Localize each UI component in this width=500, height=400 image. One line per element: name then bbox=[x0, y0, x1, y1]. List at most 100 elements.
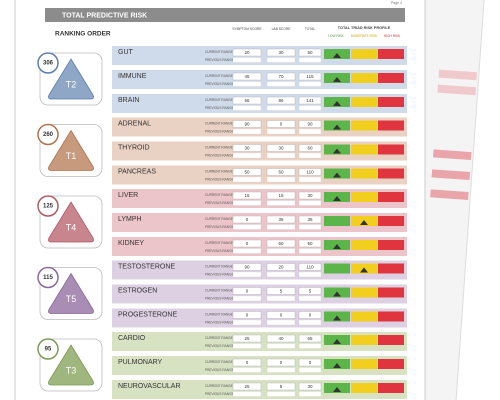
symptom-score: 0 bbox=[246, 241, 249, 246]
score-box bbox=[266, 287, 296, 295]
risk-segment bbox=[351, 120, 377, 131]
score-box bbox=[266, 72, 296, 81]
risk-marker bbox=[333, 387, 341, 392]
row-name: BRAIN bbox=[118, 97, 139, 104]
risk-segment bbox=[378, 49, 404, 59]
score-box bbox=[298, 215, 322, 224]
previous-box bbox=[298, 224, 322, 230]
previous-range-label: PREVIOUS RANGE bbox=[205, 201, 234, 205]
previous-range-label: PREVIOUS RANGE bbox=[205, 296, 234, 300]
row-name: IMMUNE bbox=[118, 73, 147, 80]
total-score: 30 bbox=[307, 193, 313, 198]
symptom-score: 30 bbox=[244, 145, 250, 150]
score-box bbox=[232, 358, 262, 367]
risk-marker bbox=[333, 339, 341, 344]
lab-score: 0 bbox=[280, 121, 283, 126]
risk-segment bbox=[324, 216, 350, 226]
previous-box bbox=[266, 128, 296, 135]
triad-score: 260 bbox=[43, 132, 54, 138]
previous-box bbox=[298, 128, 322, 135]
previous-range-label: PREVIOUS RANGE bbox=[205, 177, 234, 181]
col-lab: LAB SCORE bbox=[272, 27, 292, 31]
score-box bbox=[298, 48, 322, 57]
col-symptom: SYMPTOM SCORE bbox=[232, 27, 262, 31]
back-bar bbox=[432, 149, 472, 161]
score-box bbox=[232, 48, 262, 57]
previous-range-label: PREVIOUS RANGE bbox=[205, 392, 234, 396]
previous-box bbox=[298, 248, 322, 254]
current-range-label: CURRENT RANGE bbox=[205, 74, 233, 78]
previous-box bbox=[266, 271, 296, 278]
risk-segment bbox=[351, 383, 377, 393]
total-score: 30 bbox=[307, 384, 313, 389]
risk-segment bbox=[378, 97, 404, 107]
risk-segment bbox=[351, 359, 377, 369]
risk-segment bbox=[351, 168, 377, 179]
previous-box bbox=[232, 343, 262, 349]
lab-score: 60 bbox=[278, 169, 284, 174]
previous-box bbox=[232, 271, 262, 278]
risk-segment bbox=[351, 335, 377, 345]
risk-marker bbox=[333, 244, 341, 249]
previous-box bbox=[266, 319, 296, 326]
current-range-label: CURRENT RANGE bbox=[205, 360, 233, 364]
previous-box bbox=[232, 367, 262, 373]
total-score: 65 bbox=[307, 336, 313, 341]
triad-score: 306 bbox=[43, 61, 54, 67]
previous-box bbox=[266, 57, 296, 63]
score-box bbox=[298, 191, 322, 200]
previous-range-label: PREVIOUS RANGE bbox=[205, 106, 234, 110]
triad-label: T5 bbox=[66, 294, 77, 304]
risk-segment bbox=[378, 359, 404, 369]
score-box bbox=[232, 311, 262, 319]
risk-marker bbox=[333, 77, 341, 82]
score-box bbox=[266, 168, 296, 176]
risk-marker bbox=[333, 53, 341, 58]
total-score: 60 bbox=[307, 145, 313, 150]
risk-segment bbox=[351, 287, 377, 298]
score-box bbox=[266, 191, 296, 200]
previous-range-label: PREVIOUS RANGE bbox=[205, 272, 234, 276]
score-box bbox=[298, 334, 322, 343]
score-box bbox=[266, 239, 296, 248]
previous-box bbox=[266, 105, 296, 111]
row-name: PROGESTERONE bbox=[118, 311, 177, 318]
previous-box bbox=[298, 295, 322, 302]
score-box bbox=[232, 263, 262, 271]
row-name: NEUROVASCULAR bbox=[118, 383, 181, 390]
symptom-score: 50 bbox=[244, 169, 250, 174]
lab-score: 86 bbox=[278, 98, 284, 103]
previous-range-label: PREVIOUS RANGE bbox=[205, 249, 234, 253]
lab-score: 15 bbox=[278, 193, 284, 198]
previous-range-label: PREVIOUS RANGE bbox=[205, 153, 234, 157]
current-range-label: CURRENT RANGE bbox=[205, 50, 233, 54]
previous-box bbox=[232, 295, 262, 302]
score-box bbox=[298, 382, 322, 391]
symptom-score: 20 bbox=[244, 50, 250, 55]
lab-score: 5 bbox=[280, 384, 283, 389]
risk-segment bbox=[378, 120, 404, 131]
score-box bbox=[266, 358, 296, 367]
score-box bbox=[298, 144, 322, 152]
triad-label: T4 bbox=[66, 222, 77, 232]
row-name: TESTOSTERONE bbox=[118, 263, 175, 270]
previous-range-label: PREVIOUS RANGE bbox=[205, 129, 234, 133]
previous-box bbox=[298, 81, 322, 87]
risk-marker bbox=[333, 315, 341, 321]
lab-score: 35 bbox=[278, 217, 284, 222]
score-badge bbox=[37, 195, 59, 217]
previous-box bbox=[232, 128, 262, 135]
triad-label: T3 bbox=[66, 365, 77, 375]
current-range-label: CURRENT RANGE bbox=[205, 193, 233, 197]
total-score: 90 bbox=[307, 121, 313, 126]
previous-box bbox=[298, 176, 322, 183]
total-score: 5 bbox=[309, 288, 312, 293]
back-bar bbox=[437, 84, 476, 96]
risk-segment bbox=[378, 287, 404, 298]
score-box bbox=[232, 334, 262, 343]
previous-box bbox=[232, 81, 262, 87]
risk-marker bbox=[333, 124, 341, 130]
risk-segment bbox=[351, 192, 377, 202]
lab-score: 70 bbox=[278, 74, 284, 79]
risk-segment bbox=[378, 73, 404, 83]
